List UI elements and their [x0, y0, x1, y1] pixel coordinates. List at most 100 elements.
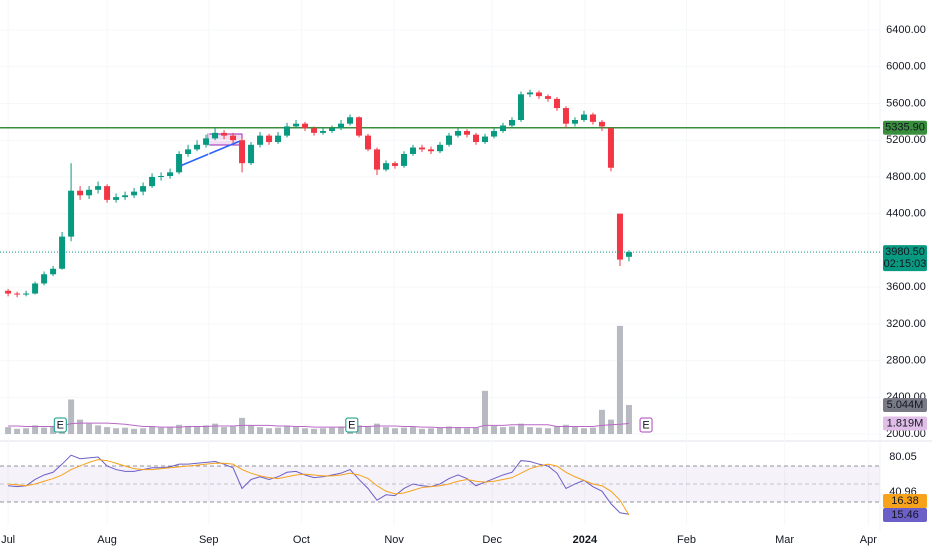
volume-bar: [239, 417, 246, 434]
candle-body: [302, 123, 309, 129]
volume-bar: [401, 427, 408, 434]
volume-bar: [580, 428, 587, 434]
x-tick-label: Sep: [199, 534, 219, 546]
candle-body: [535, 92, 542, 97]
earnings-marker: [345, 417, 359, 433]
x-tick-label: Mar: [775, 534, 794, 546]
candle-body: [239, 140, 246, 164]
volume-bar: [50, 426, 57, 434]
candle-body: [194, 144, 201, 150]
candle-body: [32, 283, 39, 294]
drawing-trendline: [179, 140, 241, 167]
candle-body: [77, 190, 84, 196]
volume-bar: [607, 419, 614, 434]
volume-bar: [490, 425, 497, 434]
candle-body: [508, 120, 515, 126]
volume-bar: [77, 419, 84, 434]
candle-body: [374, 149, 381, 170]
volume-bar: [535, 427, 542, 434]
volume-bar: [293, 427, 300, 434]
volume-bar: [445, 426, 452, 434]
volume-bar: [374, 423, 381, 434]
volume-bar: [95, 425, 102, 434]
volume-bar: [598, 409, 605, 434]
candle-body: [544, 96, 551, 99]
volume-bar: [221, 427, 228, 434]
y-tick-label: 3200.00: [886, 318, 926, 330]
candle-body: [338, 123, 345, 129]
candle-body: [221, 132, 228, 136]
rsi-ma-tag-bg: [883, 508, 927, 523]
earnings-label: E: [348, 419, 355, 431]
volume-bar: [158, 427, 165, 434]
earnings-marker: [639, 417, 653, 433]
candle-body: [392, 163, 399, 166]
candle-body: [212, 132, 219, 139]
volume-bar: [625, 404, 632, 434]
volume-bar: [508, 426, 515, 434]
candle-body: [616, 213, 623, 260]
volume-bar: [437, 427, 443, 434]
candle-body: [95, 186, 102, 190]
y-tick-label: 6400.00: [886, 24, 926, 36]
candle-body: [149, 176, 156, 187]
volume-ma-tag: 1.819M: [887, 417, 924, 429]
candle-body: [248, 144, 255, 164]
volume-bar: [113, 428, 120, 434]
volume-bar: [230, 426, 237, 434]
volume-bar: [194, 426, 201, 434]
earnings-marker: [53, 417, 67, 433]
volume-bar: [149, 426, 156, 434]
rsi-tag: 16.38: [891, 495, 919, 507]
volume-bar: [419, 428, 426, 434]
volume-bar: [32, 425, 39, 434]
volume-bar: [454, 427, 461, 434]
candle-body: [589, 114, 596, 122]
volume-bar: [365, 425, 372, 434]
candle-body: [14, 293, 21, 295]
volume-ma-tag-bg: [883, 416, 927, 431]
volume-bar: [472, 427, 479, 434]
volume-bar: [392, 428, 399, 434]
candle-body: [131, 191, 138, 196]
volume-tag: 5.044M: [887, 399, 924, 411]
volume-bar: [428, 428, 435, 434]
earnings-label: E: [57, 419, 64, 431]
volume-bar: [329, 427, 336, 434]
rsi-ma-line: [8, 459, 630, 516]
rsi-tick-label: 80.05: [889, 451, 917, 463]
candle-body: [472, 134, 479, 143]
volume-ma-line: [8, 422, 629, 429]
volume-bar: [517, 423, 524, 434]
candle-body: [329, 128, 336, 132]
volume-bar: [481, 390, 488, 434]
candle-body: [59, 236, 66, 269]
volume-bar: [589, 427, 596, 434]
candle-body: [481, 136, 488, 143]
candle-body: [293, 123, 300, 127]
volume-bar: [410, 427, 417, 434]
candle-body: [275, 135, 282, 143]
candle-body: [185, 149, 192, 154]
volume-bar: [571, 427, 578, 434]
rsi-tag-bg: [883, 494, 927, 509]
hline-tag: 5335.90: [885, 122, 925, 134]
volume-bar: [185, 425, 192, 434]
x-tick-label: Feb: [677, 534, 696, 546]
candle-body: [230, 135, 237, 141]
candle-body: [401, 153, 408, 166]
volume-bar: [14, 428, 21, 434]
hline-tag-bg: [883, 120, 927, 135]
volume-bar: [5, 427, 12, 434]
candle-body: [311, 128, 318, 133]
y-tick-label: 5200.00: [886, 134, 926, 146]
volume-bar: [104, 427, 111, 434]
candle-body: [257, 135, 264, 145]
candle-body: [50, 268, 57, 275]
volume-bar: [544, 428, 551, 434]
candle-body: [562, 108, 569, 124]
last-price-tag-bg: [883, 245, 927, 272]
candle-body: [499, 125, 506, 132]
